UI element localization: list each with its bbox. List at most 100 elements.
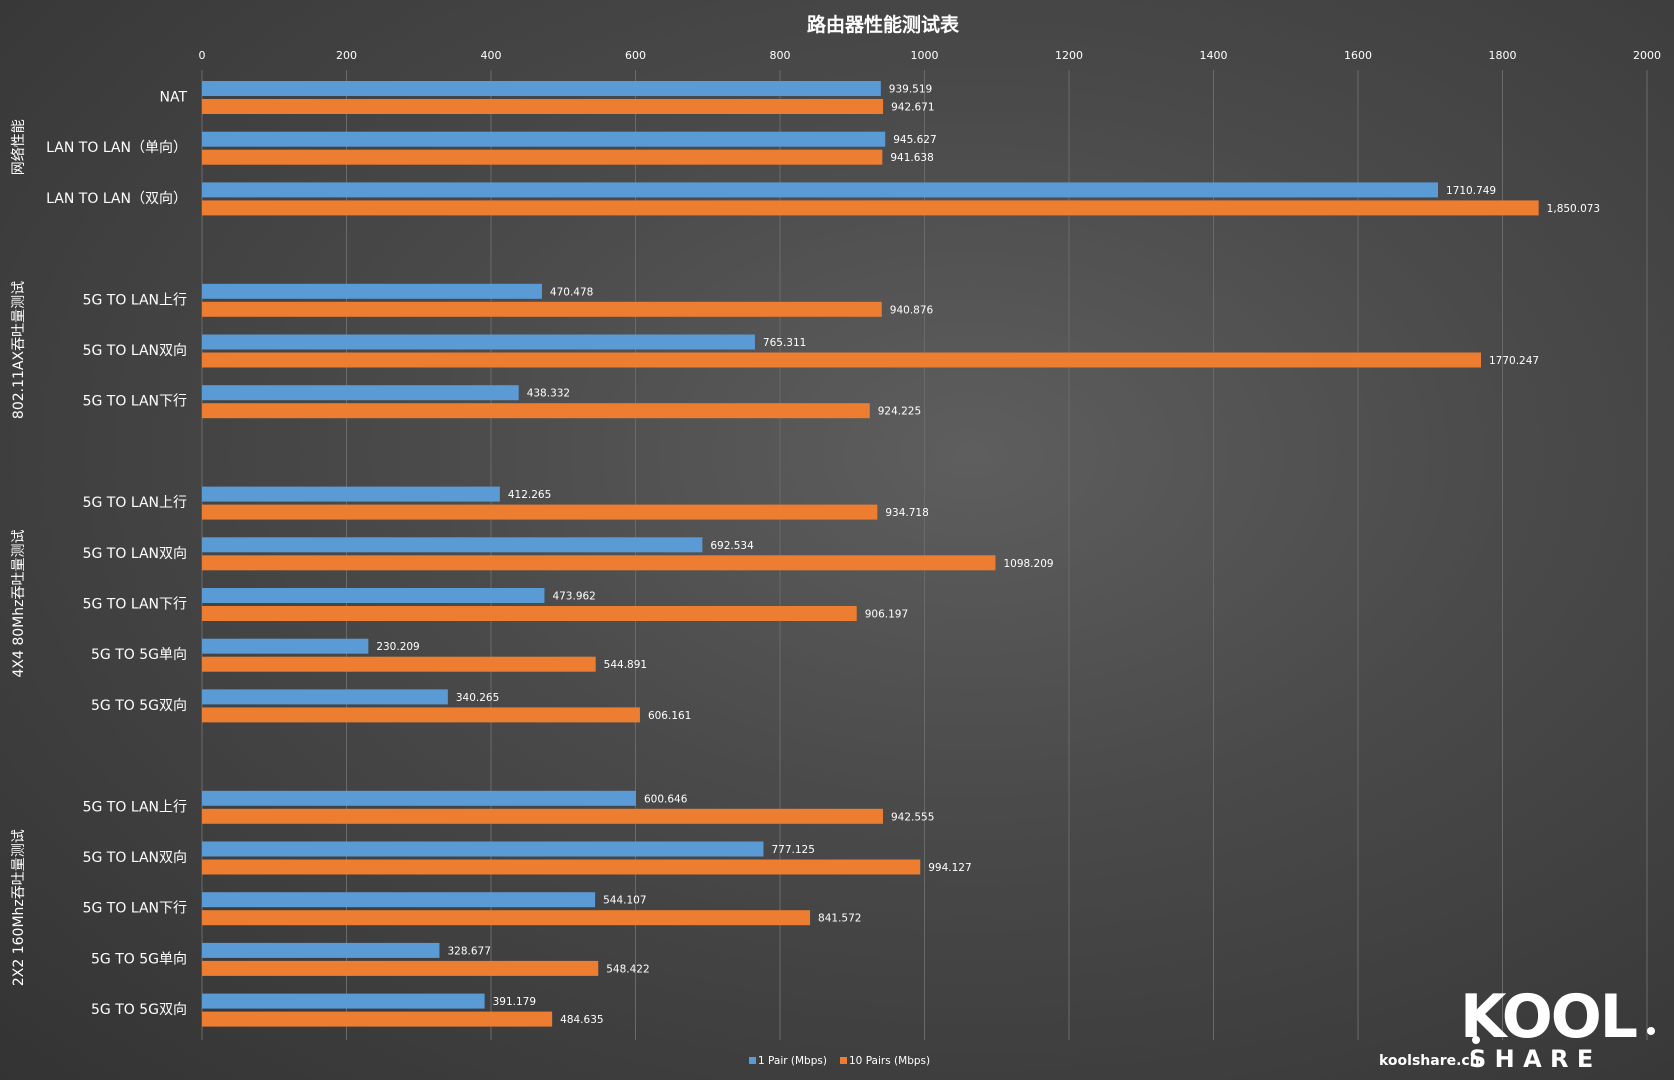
bar-10-pairs bbox=[202, 859, 921, 875]
group-label: 网络性能 bbox=[11, 119, 27, 175]
x-tick-label: 2000 bbox=[1633, 49, 1661, 62]
bar-value-label: 1,850.073 bbox=[1547, 203, 1600, 215]
bar-10-pairs bbox=[202, 352, 1482, 368]
logo-kool-text: KOOL bbox=[1460, 982, 1637, 1052]
bar-value-label: 340.265 bbox=[456, 692, 499, 704]
category-label: 5G TO LAN双向 bbox=[83, 343, 187, 359]
bar-value-label: 1710.749 bbox=[1446, 185, 1496, 197]
bar-1-pair bbox=[202, 790, 636, 806]
bar-value-label: 1098.209 bbox=[1003, 558, 1053, 570]
category-label: 5G TO LAN双向 bbox=[83, 850, 187, 866]
bar-value-label: 942.555 bbox=[891, 811, 934, 823]
bar-1-pair bbox=[202, 334, 755, 350]
bar-10-pairs bbox=[202, 149, 883, 165]
x-tick-label: 600 bbox=[625, 49, 646, 62]
legend-label-10-pairs: 10 Pairs (Mbps) bbox=[849, 1055, 930, 1067]
bar-value-label: 945.627 bbox=[893, 134, 936, 146]
bar-value-label: 941.638 bbox=[890, 152, 933, 164]
legend: 1 Pair (Mbps) 10 Pairs (Mbps) bbox=[749, 1055, 930, 1067]
bar-value-label: 841.572 bbox=[818, 913, 861, 925]
bar-10-pairs bbox=[202, 960, 599, 976]
category-label: 5G TO 5G双向 bbox=[91, 1002, 187, 1018]
bar-10-pairs bbox=[202, 656, 596, 672]
kool-logo: KOOL S H A R E bbox=[1460, 982, 1655, 1073]
category-label: 5G TO 5G单向 bbox=[91, 647, 187, 663]
bar-1-pair bbox=[202, 841, 764, 857]
bar-1-pair bbox=[202, 942, 440, 958]
bar-value-label: 906.197 bbox=[865, 609, 908, 621]
bar-value-label: 391.179 bbox=[493, 996, 536, 1008]
x-tick-label: 800 bbox=[770, 49, 791, 62]
category-label: 5G TO LAN下行 bbox=[83, 597, 187, 613]
bar-10-pairs bbox=[202, 200, 1539, 216]
bar-1-pair bbox=[202, 689, 448, 705]
bar-10-pairs bbox=[202, 707, 640, 723]
bar-layer: 939.519 942.671 945.627 941.638 1710.749 1,85… bbox=[202, 81, 1600, 1027]
x-tick-label: 1800 bbox=[1489, 49, 1517, 62]
bar-value-label: 934.718 bbox=[885, 507, 928, 519]
bar-value-label: 470.478 bbox=[550, 286, 593, 298]
category-label: 5G TO LAN上行 bbox=[83, 495, 187, 511]
watermark-site-text: koolshare.cn bbox=[1379, 1053, 1480, 1069]
bar-value-label: 940.876 bbox=[890, 304, 934, 316]
bar-value-label: 765.311 bbox=[763, 337, 806, 349]
x-tick-label: 1200 bbox=[1055, 49, 1083, 62]
bar-value-label: 692.534 bbox=[710, 540, 754, 552]
bar-10-pairs bbox=[202, 910, 811, 926]
bar-1-pair bbox=[202, 892, 596, 908]
category-label: NAT bbox=[159, 90, 187, 106]
bar-value-label: 942.671 bbox=[891, 102, 934, 114]
bar-10-pairs bbox=[202, 808, 883, 824]
bar-1-pair bbox=[202, 638, 369, 654]
bar-value-label: 548.422 bbox=[606, 963, 649, 975]
bar-value-label: 230.209 bbox=[376, 641, 419, 653]
bar-value-label: 1770.247 bbox=[1489, 355, 1539, 367]
x-tick-label: 1000 bbox=[911, 49, 939, 62]
bar-1-pair bbox=[202, 993, 485, 1009]
bar-value-label: 939.519 bbox=[889, 84, 932, 96]
category-label: LAN TO LAN（双向） bbox=[46, 191, 187, 207]
category-label: 5G TO LAN双向 bbox=[83, 546, 187, 562]
bar-10-pairs bbox=[202, 606, 857, 621]
bar-1-pair bbox=[202, 385, 519, 401]
bar-1-pair bbox=[202, 131, 886, 147]
legend-swatch-1-pair bbox=[749, 1057, 756, 1064]
bar-value-label: 473.962 bbox=[552, 591, 595, 603]
bar-10-pairs bbox=[202, 555, 996, 571]
x-axis-ticks: 0 200 400 600 800 1000 1200 1400 1600 1800 2000 bbox=[199, 49, 1662, 62]
bar-1-pair bbox=[202, 537, 703, 553]
koolshare-watermark: koolshare.cn KOOL S H A R E bbox=[1379, 982, 1655, 1073]
bar-value-label: 544.107 bbox=[603, 895, 646, 907]
bar-1-pair bbox=[202, 588, 545, 603]
group-label: 802.11AX吞吐量测试 bbox=[11, 281, 27, 419]
bar-10-pairs bbox=[202, 504, 878, 520]
category-label: 5G TO LAN上行 bbox=[83, 292, 187, 308]
bar-1-pair bbox=[202, 182, 1439, 198]
bar-value-label: 412.265 bbox=[508, 489, 551, 501]
chart-title: 路由器性能测试表 bbox=[807, 13, 960, 36]
bar-value-label: 777.125 bbox=[771, 844, 814, 856]
group-label: 4X4 80Mhz吞吐量测试 bbox=[11, 530, 27, 678]
bar-10-pairs bbox=[202, 99, 884, 114]
category-label: 5G TO 5G双向 bbox=[91, 698, 187, 714]
logo-node-dot bbox=[1647, 1027, 1655, 1035]
legend-swatch-10-pairs bbox=[840, 1057, 847, 1064]
bar-1-pair bbox=[202, 486, 500, 502]
grid-layer bbox=[201, 70, 1648, 1040]
bar-value-label: 924.225 bbox=[878, 406, 921, 418]
category-label: 5G TO LAN上行 bbox=[83, 799, 187, 815]
group-label: 2X2 160Mhz吞吐量测试 bbox=[11, 829, 27, 986]
category-label: 5G TO LAN下行 bbox=[83, 394, 187, 410]
bar-10-pairs bbox=[202, 301, 882, 317]
x-tick-label: 0 bbox=[199, 49, 206, 62]
category-label: 5G TO 5G单向 bbox=[91, 951, 187, 967]
bar-1-pair bbox=[202, 81, 881, 96]
logo-node-dot bbox=[1472, 1036, 1480, 1044]
bar-value-label: 994.127 bbox=[928, 862, 971, 874]
category-labels: NAT LAN TO LAN（单向） LAN TO LAN（双向） 网络性能 5G TO… bbox=[11, 90, 187, 1019]
bar-value-label: 438.332 bbox=[527, 388, 570, 400]
bar-value-label: 544.891 bbox=[604, 659, 647, 671]
legend-label-1-pair: 1 Pair (Mbps) bbox=[758, 1055, 827, 1067]
logo-share-text: S H A R E bbox=[1469, 1045, 1593, 1073]
